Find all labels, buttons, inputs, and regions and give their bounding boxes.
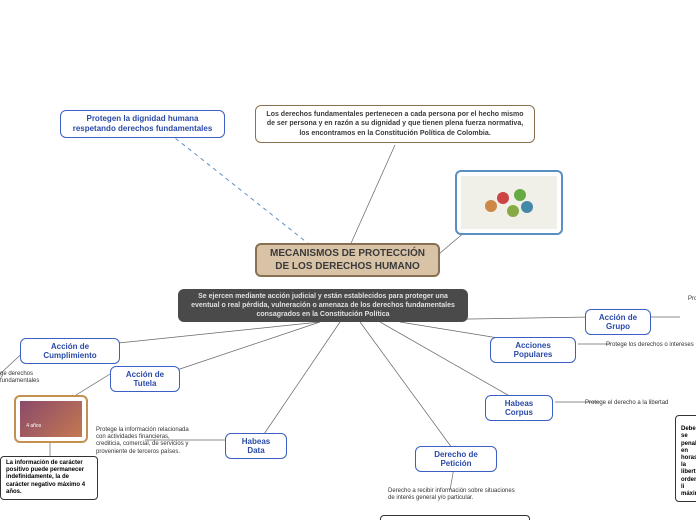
node-dignity[interactable]: Protegen la dignidad humana respetando d… — [60, 110, 225, 138]
node-label: Derecho de Petición — [424, 450, 488, 468]
partial-box — [380, 515, 530, 520]
node-label: Protegen la dignidad humana respetando d… — [69, 114, 216, 135]
node-belong[interactable]: Los derechos fundamentales pertenecen a … — [255, 105, 535, 143]
node-label: Habeas Corpus — [494, 399, 544, 417]
node-habeas-data[interactable]: Habeas Data — [225, 433, 287, 459]
node-grupo[interactable]: Acción de Grupo — [585, 309, 651, 335]
node-habeas-corpus[interactable]: Habeas Corpus — [485, 395, 553, 421]
central-desc-text: Se ejercen mediante acción judicial y es… — [186, 292, 460, 319]
node-label: Los derechos fundamentales pertenecen a … — [264, 110, 526, 137]
note-recibir: Derecho a recibir información sobre situ… — [388, 488, 518, 502]
note-intereses: Protege los derechos o intereses — [606, 342, 696, 349]
node-cumplimiento[interactable]: Acción de Cumplimiento — [20, 338, 120, 364]
image-box-left: 4 años — [14, 395, 88, 443]
node-populares[interactable]: Acciones Populares — [490, 337, 576, 363]
central-title: MECANISMOS DE PROTECCIÓN DE LOS DERECHOS… — [265, 247, 430, 273]
node-label: Acciones Populares — [499, 341, 567, 359]
node-tutela[interactable]: Acción de Tutela — [110, 366, 180, 392]
info-box-positive: La información de carácter positivo pued… — [0, 456, 98, 500]
note-libertad: Protege el derecho a la libertad — [585, 400, 675, 407]
node-peticion[interactable]: Derecho de Petición — [415, 446, 497, 472]
image-box-top — [455, 170, 563, 235]
note-protege-fund: ge derechos fundamentales — [0, 371, 70, 385]
node-label: Habeas Data — [234, 437, 278, 455]
node-label: Acción de Tutela — [119, 370, 171, 388]
info-box-debe: Debe se penal en horas.De la libert orde… — [675, 415, 696, 502]
note-protege-info: Protege la información relacionada con a… — [96, 427, 196, 456]
note-prot: Prot — [688, 296, 696, 303]
node-label: Acción de Cumplimiento — [29, 342, 111, 360]
central-desc: Se ejercen mediante acción judicial y es… — [178, 289, 468, 322]
node-label: Acción de Grupo — [594, 313, 642, 331]
central-node[interactable]: MECANISMOS DE PROTECCIÓN DE LOS DERECHOS… — [255, 243, 440, 277]
